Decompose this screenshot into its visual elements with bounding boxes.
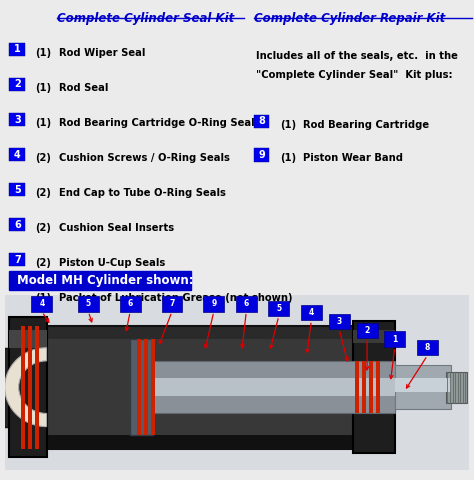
- Text: (2): (2): [36, 188, 51, 198]
- Text: (1): (1): [36, 83, 52, 93]
- Text: End Cap to Tube O-Ring Seals: End Cap to Tube O-Ring Seals: [59, 188, 226, 198]
- FancyBboxPatch shape: [46, 339, 353, 435]
- Text: Packet of Lubrication Grease (not shown): Packet of Lubrication Grease (not shown): [59, 293, 293, 303]
- FancyBboxPatch shape: [31, 296, 52, 312]
- Text: 2: 2: [14, 80, 21, 89]
- FancyBboxPatch shape: [137, 339, 141, 435]
- Text: Rod Seal: Rod Seal: [59, 83, 109, 93]
- Text: 3: 3: [337, 317, 342, 326]
- Text: 8: 8: [258, 117, 265, 126]
- FancyBboxPatch shape: [353, 330, 395, 343]
- FancyBboxPatch shape: [9, 330, 46, 348]
- FancyBboxPatch shape: [162, 296, 182, 312]
- Text: Includes all of the seals, etc.  in the: Includes all of the seals, etc. in the: [256, 51, 458, 61]
- Text: Cushion Screws / O-Ring Seals: Cushion Screws / O-Ring Seals: [59, 153, 230, 163]
- FancyBboxPatch shape: [151, 339, 155, 435]
- FancyBboxPatch shape: [28, 326, 32, 448]
- Text: 4: 4: [39, 300, 45, 309]
- FancyBboxPatch shape: [9, 317, 46, 457]
- Text: 4: 4: [309, 308, 314, 317]
- Text: 3: 3: [14, 115, 21, 124]
- Text: Model MH Cylinder shown:: Model MH Cylinder shown:: [17, 274, 193, 287]
- Text: "Complete Cylinder Seal"  Kit plus:: "Complete Cylinder Seal" Kit plus:: [256, 70, 453, 80]
- FancyBboxPatch shape: [301, 305, 322, 320]
- Text: 6: 6: [128, 300, 133, 309]
- FancyBboxPatch shape: [356, 361, 359, 413]
- FancyBboxPatch shape: [9, 271, 191, 290]
- Text: 7: 7: [169, 300, 174, 309]
- FancyBboxPatch shape: [369, 361, 373, 413]
- Text: 7: 7: [14, 255, 21, 264]
- FancyBboxPatch shape: [9, 218, 25, 231]
- Text: 5: 5: [14, 185, 21, 194]
- Text: Cushion Seal Inserts: Cushion Seal Inserts: [59, 223, 174, 233]
- Text: 5: 5: [86, 300, 91, 309]
- FancyBboxPatch shape: [356, 323, 377, 338]
- FancyBboxPatch shape: [18, 435, 363, 448]
- FancyBboxPatch shape: [384, 331, 405, 347]
- FancyBboxPatch shape: [21, 326, 25, 448]
- Text: 6: 6: [14, 220, 21, 229]
- Text: 9: 9: [258, 150, 265, 160]
- FancyBboxPatch shape: [9, 43, 25, 56]
- FancyBboxPatch shape: [130, 361, 395, 413]
- Text: 1: 1: [392, 335, 398, 344]
- Text: Complete Cylinder Repair Kit: Complete Cylinder Repair Kit: [254, 12, 445, 25]
- Text: Piston Wear Band: Piston Wear Band: [303, 153, 403, 163]
- Text: Rod Bearing Cartridge: Rod Bearing Cartridge: [303, 120, 429, 130]
- FancyBboxPatch shape: [9, 253, 25, 266]
- FancyBboxPatch shape: [130, 378, 395, 396]
- FancyBboxPatch shape: [0, 348, 12, 427]
- Text: (1): (1): [36, 118, 52, 128]
- Text: (2): (2): [36, 223, 51, 233]
- Text: 6: 6: [244, 300, 249, 309]
- FancyBboxPatch shape: [353, 322, 395, 453]
- FancyBboxPatch shape: [5, 295, 469, 470]
- Text: Rod Bearing Cartridge O-Ring Seal: Rod Bearing Cartridge O-Ring Seal: [59, 118, 255, 128]
- FancyBboxPatch shape: [130, 339, 154, 435]
- Text: Piston U-Cup Seals: Piston U-Cup Seals: [59, 258, 165, 268]
- FancyBboxPatch shape: [376, 361, 380, 413]
- FancyBboxPatch shape: [120, 296, 141, 312]
- Text: (1): (1): [281, 153, 297, 163]
- FancyBboxPatch shape: [446, 372, 467, 403]
- FancyBboxPatch shape: [18, 326, 363, 448]
- Text: (1): (1): [281, 120, 297, 130]
- FancyBboxPatch shape: [417, 340, 438, 355]
- FancyBboxPatch shape: [144, 339, 148, 435]
- FancyBboxPatch shape: [329, 314, 350, 329]
- FancyBboxPatch shape: [9, 183, 25, 196]
- Text: 5: 5: [276, 304, 282, 313]
- Text: 8: 8: [425, 343, 430, 352]
- Text: 1: 1: [14, 45, 21, 54]
- Text: 2: 2: [365, 326, 370, 335]
- Text: 9: 9: [211, 300, 217, 309]
- Text: (1): (1): [36, 48, 52, 58]
- FancyBboxPatch shape: [254, 115, 269, 128]
- FancyBboxPatch shape: [254, 148, 269, 162]
- Text: (2): (2): [36, 258, 51, 268]
- Text: Complete Cylinder Seal Kit: Complete Cylinder Seal Kit: [57, 12, 234, 25]
- FancyBboxPatch shape: [18, 339, 363, 352]
- FancyBboxPatch shape: [9, 78, 25, 91]
- FancyBboxPatch shape: [203, 296, 224, 312]
- Text: 4: 4: [14, 150, 21, 159]
- FancyBboxPatch shape: [9, 113, 25, 126]
- FancyBboxPatch shape: [9, 148, 25, 161]
- Text: (2): (2): [36, 153, 51, 163]
- FancyBboxPatch shape: [268, 300, 289, 316]
- FancyBboxPatch shape: [395, 378, 451, 392]
- FancyBboxPatch shape: [363, 361, 366, 413]
- FancyBboxPatch shape: [395, 365, 451, 409]
- Wedge shape: [5, 348, 46, 427]
- FancyBboxPatch shape: [236, 296, 257, 312]
- FancyBboxPatch shape: [35, 326, 39, 448]
- Text: Rod Wiper Seal: Rod Wiper Seal: [59, 48, 146, 58]
- Text: (1): (1): [36, 293, 52, 303]
- FancyBboxPatch shape: [78, 296, 99, 312]
